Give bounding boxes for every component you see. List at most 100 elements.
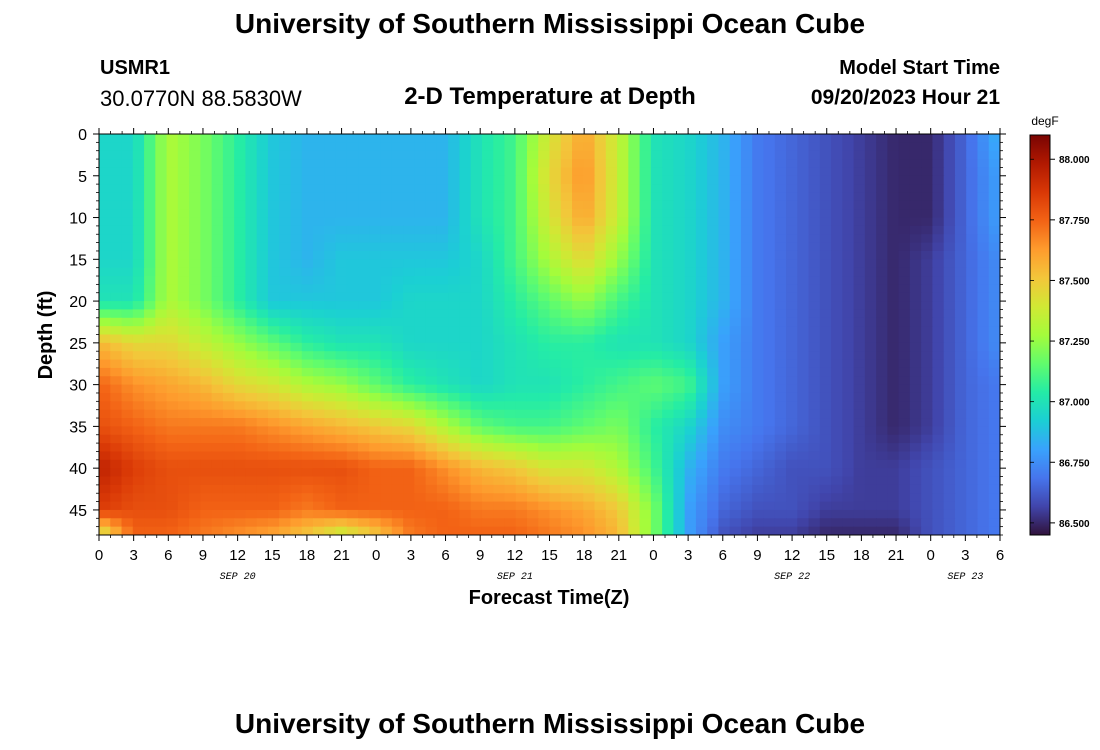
heatmap-cell [864, 443, 877, 453]
heatmap-cell [898, 159, 911, 169]
heatmap-cell [966, 200, 979, 210]
heatmap-cell [459, 484, 472, 494]
heatmap-cell [369, 326, 382, 336]
heatmap-cell [391, 451, 404, 461]
heatmap-cell [436, 217, 449, 227]
heatmap-cell [695, 259, 708, 269]
heatmap-cell [684, 175, 697, 185]
heatmap-cell [470, 526, 483, 535]
heatmap-cell [414, 209, 427, 219]
x-tick-label: 0 [372, 547, 380, 564]
heatmap-cell [752, 167, 765, 177]
heatmap-cell [673, 242, 686, 252]
heatmap-cell [346, 509, 359, 519]
heatmap-cell [853, 142, 866, 152]
heatmap-cell [572, 134, 584, 143]
heatmap-cell [144, 334, 156, 344]
heatmap-cell [774, 134, 787, 143]
heatmap-cell [99, 234, 111, 244]
heatmap-cell [673, 317, 686, 327]
heatmap-cell [369, 242, 382, 252]
heatmap-cell [470, 501, 483, 511]
heatmap-cell [549, 342, 562, 352]
heatmap-cell [740, 443, 753, 453]
heatmap-cell [909, 259, 922, 269]
heatmap-cell [628, 501, 641, 511]
heatmap-cell [763, 334, 776, 344]
heatmap-cell [346, 426, 359, 436]
heatmap-cell [121, 234, 134, 244]
heatmap-cell [380, 326, 393, 336]
heatmap-cell [639, 284, 652, 294]
heatmap-cell [583, 175, 596, 185]
heatmap-cell [864, 217, 877, 227]
heatmap-cell [425, 209, 438, 219]
heatmap-cell [436, 301, 449, 311]
heatmap-cell [358, 468, 370, 478]
heatmap-cell [853, 484, 866, 494]
heatmap-cell [617, 342, 629, 352]
heatmap-cell [267, 418, 280, 427]
heatmap-cell [943, 209, 956, 219]
heatmap-cell [729, 184, 742, 194]
heatmap-cell [966, 409, 979, 419]
heatmap-cell [436, 276, 449, 285]
heatmap-cell [549, 493, 562, 503]
heatmap-cell [898, 317, 911, 327]
heatmap-cell [921, 351, 934, 361]
heatmap-cell [831, 259, 843, 269]
heatmap-cell [504, 359, 517, 369]
heatmap-cell [211, 334, 224, 344]
heatmap-cell [448, 376, 460, 386]
heatmap-cell [842, 142, 855, 152]
heatmap-cell [842, 301, 855, 311]
heatmap-cell [876, 468, 888, 478]
heatmap-cell [977, 334, 990, 344]
heatmap-cell [718, 284, 731, 294]
heatmap-cell [110, 225, 123, 235]
heatmap-cell [144, 217, 156, 227]
heatmap-cell [617, 250, 629, 260]
heatmap-cell [279, 376, 292, 386]
heatmap-cell [132, 184, 145, 194]
heatmap-cell [99, 476, 111, 486]
heatmap-cell [831, 192, 843, 202]
heatmap-cell [256, 225, 269, 235]
heatmap-cell [898, 342, 911, 352]
heatmap-cell [988, 384, 1000, 394]
heatmap-cell [279, 334, 292, 344]
heatmap-cell [628, 309, 641, 319]
heatmap-cell [99, 426, 111, 436]
heatmap-cell [493, 451, 506, 461]
heatmap-cell [954, 359, 967, 369]
heatmap-cell [909, 443, 922, 453]
heatmap-cell [538, 309, 551, 319]
heatmap-cell [369, 250, 382, 260]
heatmap-cell [515, 418, 528, 427]
heatmap-cell [324, 200, 337, 210]
heatmap-cell [346, 418, 359, 427]
heatmap-cell [177, 501, 190, 511]
heatmap-cell [740, 301, 753, 311]
heatmap-cell [177, 284, 190, 294]
y-tick-label: 0 [78, 127, 87, 144]
heatmap-cell [650, 526, 663, 535]
heatmap-cell [358, 359, 370, 369]
heatmap-cell [279, 225, 292, 235]
heatmap-cell [324, 367, 337, 377]
heatmap-cell [707, 317, 720, 327]
heatmap-cell [831, 526, 843, 535]
heatmap-cell [358, 200, 370, 210]
heatmap-cell [729, 409, 742, 419]
colorbar-tick-label: 88.000 [1059, 155, 1090, 166]
heatmap-cell [876, 225, 888, 235]
heatmap-cell [560, 392, 573, 402]
heatmap-cell [605, 518, 618, 528]
heatmap-cell [774, 192, 787, 202]
heatmap-cell [380, 159, 393, 169]
heatmap-cell [560, 317, 573, 327]
heatmap-cell [425, 292, 438, 302]
heatmap-cell [414, 309, 427, 319]
heatmap-cell [436, 334, 449, 344]
heatmap-cell [177, 409, 190, 419]
